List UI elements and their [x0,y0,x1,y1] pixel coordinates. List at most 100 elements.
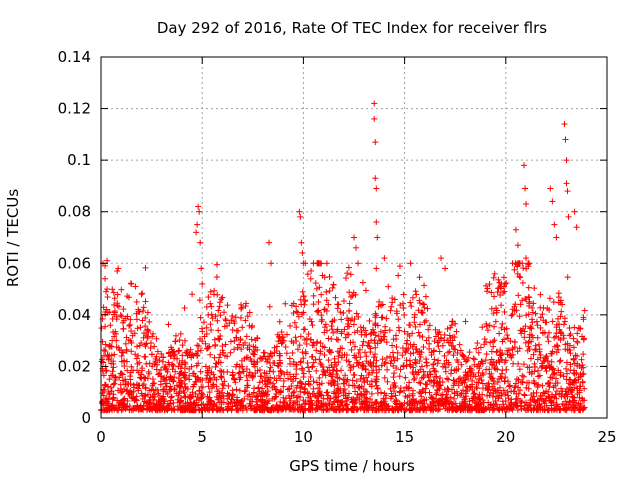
data-point [276,318,283,325]
data-point [571,324,578,331]
data-point [400,291,407,298]
data-point [407,299,414,306]
data-point [111,351,118,358]
data-point [513,307,520,314]
data-point [318,312,325,319]
data-point [353,378,360,385]
data-point [579,361,586,368]
data-point [111,380,118,387]
data-point [426,322,433,329]
data-point [500,274,507,281]
data-point [445,376,452,383]
data-point [371,100,378,107]
data-point [522,185,529,192]
data-point [205,294,212,301]
data-point [571,208,578,215]
data-point [439,363,446,370]
data-point [352,388,359,395]
data-point [142,264,149,271]
data-point [334,368,341,375]
data-point [551,343,558,350]
data-point [401,387,408,394]
data-point [307,275,314,282]
data-point [299,249,306,256]
data-point [340,298,347,305]
data-point [446,348,453,355]
data-point [491,406,498,413]
data-point [310,378,317,385]
data-point [133,316,140,323]
data-point [430,382,437,389]
data-point [236,369,243,376]
data-point [124,367,131,374]
data-point [581,385,588,392]
data-point [313,367,320,374]
data-point [378,389,385,396]
data-point [546,383,553,390]
x-tick-label: 10 [294,428,313,446]
data-point [489,375,496,382]
data-point [165,321,172,328]
data-point [477,344,484,351]
data-point [160,386,167,393]
data-point [328,403,335,410]
data-point [342,275,349,282]
data-point [215,394,222,401]
data-point [331,382,338,389]
data-point [451,395,458,402]
data-point [299,288,306,295]
data-point [416,297,423,304]
data-point [205,344,212,351]
data-point [417,321,424,328]
data-point [254,401,261,408]
data-point [302,348,309,355]
data-point [321,324,328,331]
data-point [304,359,311,366]
data-point [306,368,313,375]
data-point [447,335,454,342]
data-point [461,356,468,363]
x-tick-label: 25 [597,428,616,446]
data-point [517,301,524,308]
data-point [347,271,354,278]
data-point [207,321,214,328]
data-point [191,381,198,388]
data-point [104,294,111,301]
data-point [416,274,423,281]
y-tick-label: 0.06 [58,254,91,272]
data-point [123,346,130,353]
data-point [349,377,356,384]
data-point [246,309,253,316]
data-point [488,289,495,296]
data-point [432,368,439,375]
data-point [142,314,149,321]
data-point [362,394,369,401]
data-point [496,330,503,337]
data-point [362,287,369,294]
data-point [351,343,358,350]
data-point [282,300,289,307]
data-point [328,323,335,330]
data-point [402,374,409,381]
data-point [221,309,228,316]
data-point [529,304,536,311]
data-point [168,393,175,400]
data-point [314,398,321,405]
data-point [443,375,450,382]
data-point [487,339,494,346]
data-point [219,381,226,388]
data-point [189,291,196,298]
data-point [416,379,423,386]
data-point [324,395,331,402]
data-point [416,332,423,339]
data-point [321,306,328,313]
data-point [408,303,415,310]
data-point [400,305,407,312]
data-point [406,379,413,386]
data-point [382,359,389,366]
data-point [197,239,204,246]
data-point [539,382,546,389]
data-point [315,298,322,305]
data-point [563,157,570,164]
data-point [421,282,428,289]
